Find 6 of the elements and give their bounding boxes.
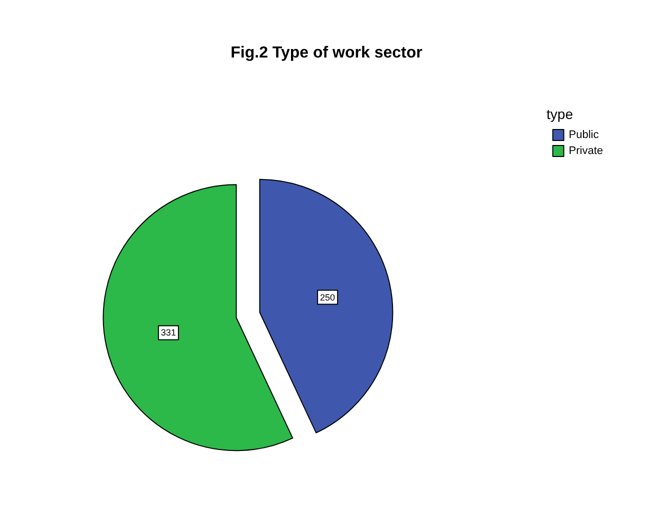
data-label: 250 <box>320 292 336 302</box>
legend-label: Public <box>568 129 600 141</box>
chart-title: Fig.2 Type of work sector <box>230 44 422 62</box>
legend-title: type <box>546 106 574 122</box>
data-label: 331 <box>160 328 176 338</box>
legend-label: Private <box>568 145 604 157</box>
